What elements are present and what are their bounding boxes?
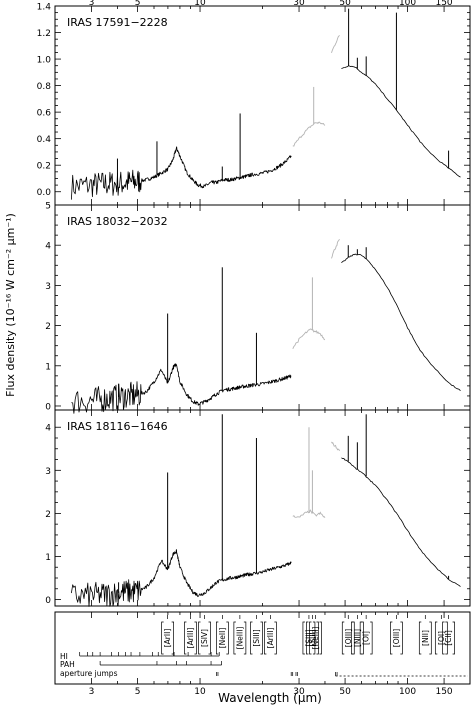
x-tick-label: 30 (293, 687, 305, 697)
ion-bracket (216, 621, 229, 655)
y-tick-label: 3 (45, 282, 51, 292)
ion-bracket (351, 621, 364, 655)
y-axis-label: Flux density (10⁻¹⁶ W cm⁻² μm⁻¹) (4, 213, 17, 397)
panel-title: IRAS 18116−1646 (67, 420, 168, 433)
x-tick-label-top: 3 (89, 0, 95, 8)
ion-label: [SiII] (308, 629, 317, 646)
ion-bracket (442, 621, 455, 655)
row-label: aperture jumps (60, 669, 118, 678)
ion-bracket (250, 621, 263, 655)
ion-label: [SIII] (304, 629, 313, 646)
plot-frame (54, 5, 471, 607)
series-lws (341, 457, 461, 587)
y-tick-label: 1.4 (37, 3, 52, 13)
ion-label: [OI] (362, 631, 371, 645)
row-label: HI (60, 652, 68, 661)
y-tick-label: 1 (45, 362, 51, 372)
x-tick-label: 3 (89, 687, 95, 697)
x-tick-label-top: 30 (293, 0, 305, 8)
x-tick-label-top: 50 (339, 0, 351, 8)
line-id-panel: 3 5 10 30 50 100 150 [ArII] [ArIII] [SIV] [NeII] [N… (54, 612, 471, 697)
ion-bracket (184, 621, 197, 655)
ion-label: [ArIII] (266, 628, 275, 649)
series-sws-grey (292, 121, 326, 147)
ion-label: [OIII] (344, 629, 353, 647)
top-axis: 3 5 10 30 50 100 150 (89, 0, 453, 8)
row-label: PAH (60, 660, 75, 669)
x-tick-label-top: 10 (194, 0, 206, 8)
y-tick-label: 0.2 (37, 162, 51, 172)
panel-3: IRAS 18116−1646 0 1 2 3 4 (45, 410, 471, 607)
ion-bracket (390, 621, 403, 655)
ion-label: [ArII] (163, 629, 172, 648)
panel-2: IRAS 18032−2032 0 1 2 3 4 5 (45, 202, 471, 414)
ion-label: [NeIII] (235, 627, 244, 650)
series-lws-grey (331, 34, 340, 54)
spectra-panels: IRAS 17591−22280.00.20.40.60.81.01.21.4I… (37, 3, 471, 607)
y-tick-label: 3 (45, 467, 51, 477)
y-tick-label: 0.4 (37, 135, 52, 145)
panel-title: IRAS 17591−2228 (67, 16, 168, 29)
ion-label: [ArIII] (186, 628, 195, 649)
series-lws (341, 65, 461, 178)
x-tick-label: 10 (194, 687, 206, 697)
y-tick-label: 0.0 (37, 188, 52, 198)
series-sws-grey (292, 328, 326, 349)
x-tick-label-top: 100 (399, 0, 416, 8)
ion-label: [OI] (437, 631, 446, 645)
ion-bracket (198, 621, 211, 655)
ion-label: [NeIII] (311, 627, 320, 650)
x-tick-label: 5 (135, 687, 141, 697)
x-tick-label-top: 5 (135, 0, 141, 8)
ion-label: [NeII] (218, 628, 227, 649)
ion-bracket (306, 621, 319, 655)
y-tick-label: 2 (45, 322, 51, 332)
series-sws (71, 363, 292, 414)
ion-bracket (434, 621, 448, 655)
y-tick-label: 5 (45, 202, 51, 212)
y-tick-label: 0.6 (37, 109, 52, 119)
ion-label: [SIV] (200, 629, 209, 647)
x-tick-label-top: 150 (435, 0, 452, 8)
y-tick-label: 1.0 (37, 56, 52, 66)
y-tick-label: 4 (45, 242, 51, 252)
ion-bracket (302, 621, 316, 655)
y-tick-label: 0.8 (37, 82, 52, 92)
x-tick-label: 100 (399, 687, 416, 697)
ion-label: [NII] (421, 630, 430, 646)
ion-label: [SIII] (252, 629, 261, 646)
ion-bracket (359, 621, 373, 655)
ion-bracket (161, 621, 174, 655)
series-sws (71, 146, 292, 200)
panel-title: IRAS 18032−2032 (67, 215, 168, 228)
ion-label: [OIII] (392, 629, 401, 647)
series-lws-grey (331, 441, 340, 452)
series-lws (341, 253, 461, 391)
ion-bracket (233, 621, 247, 655)
ion-label: [CII] (444, 630, 453, 646)
panel-1: IRAS 17591−2228 0.0 0.2 0.4 0.6 0.8 1.0 1.2 1.4 (37, 3, 471, 205)
ion-bracket (264, 621, 277, 655)
x-tick-label: 50 (339, 687, 351, 697)
y-tick-label: 1 (45, 553, 51, 563)
series-sws-grey (292, 509, 326, 518)
y-tick-label: 0 (45, 596, 51, 606)
y-tick-label: 1.2 (37, 29, 51, 39)
ion-bracket (309, 621, 322, 655)
x-tick-label: 150 (435, 687, 452, 697)
series-sws (71, 549, 292, 607)
y-tick-label: 4 (45, 424, 51, 434)
y-tick-label: 0 (45, 402, 51, 412)
ion-bracket (418, 621, 432, 655)
y-tick-label: 2 (45, 510, 51, 520)
ion-label: [NIII] (353, 629, 362, 647)
series-lws-grey (331, 238, 340, 259)
x-axis-label: Wavelength (μm) (218, 691, 322, 705)
